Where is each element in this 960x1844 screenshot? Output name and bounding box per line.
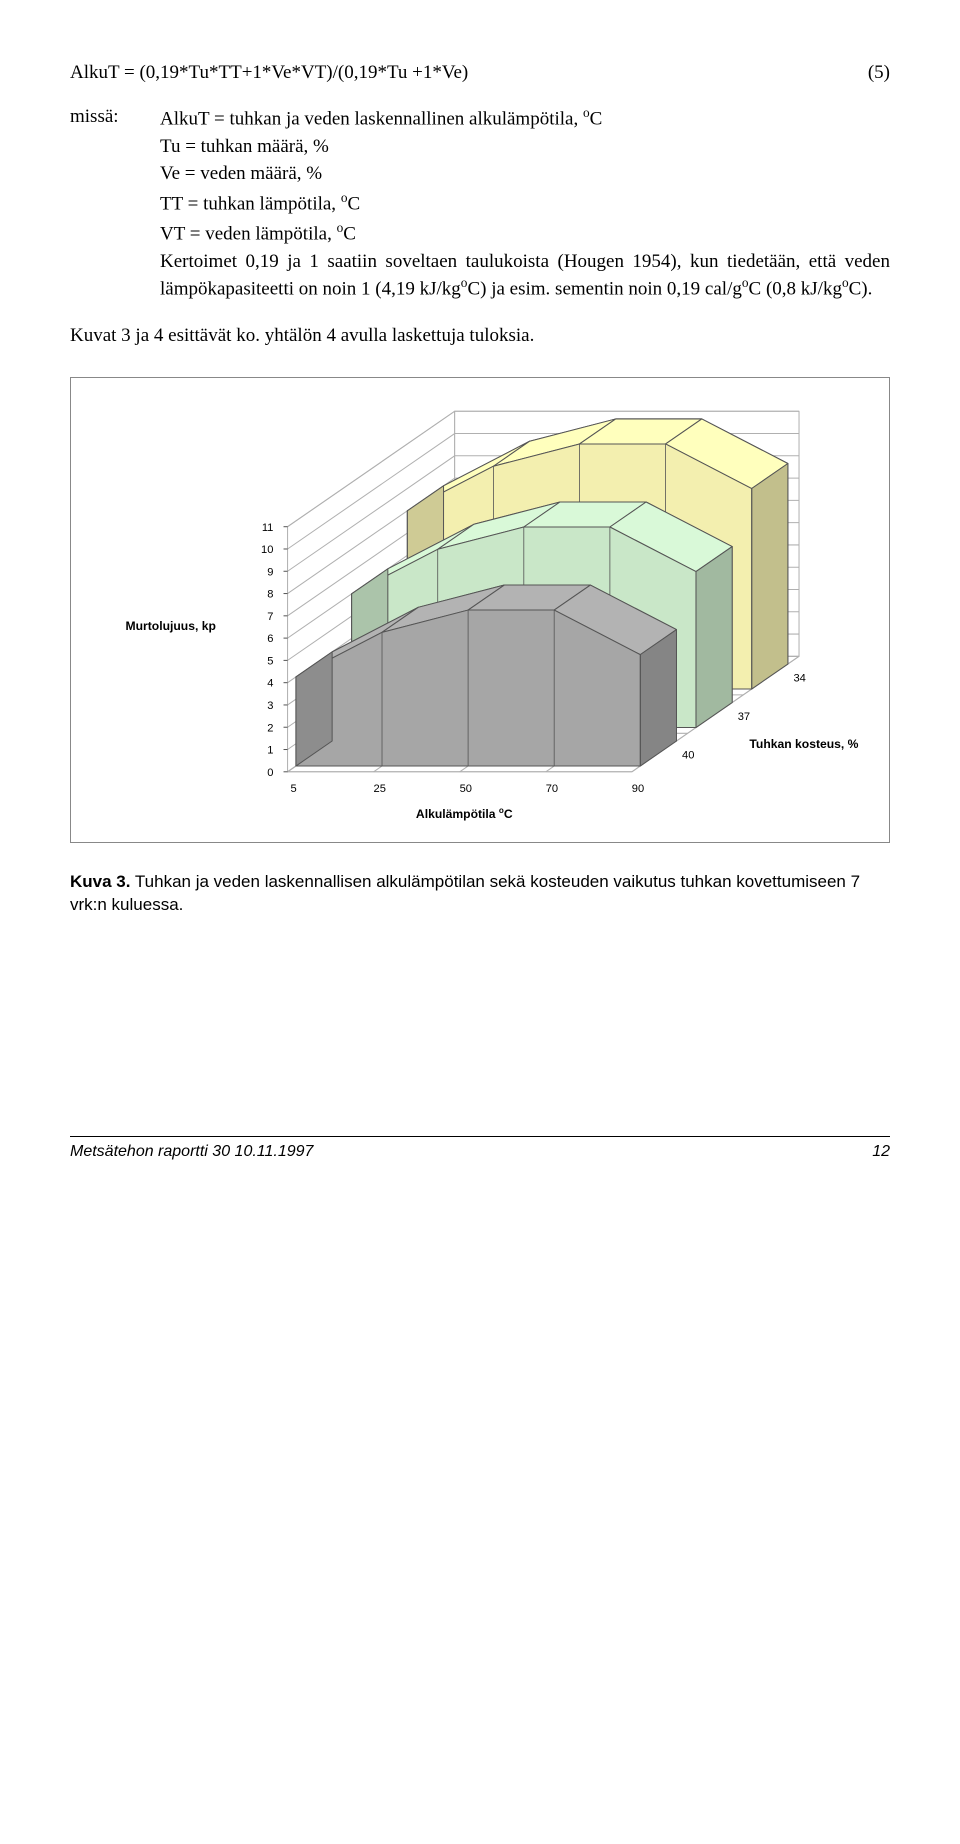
figure-caption: Kuva 3. Tuhkan ja veden laskennallisen a… [70,871,890,917]
definition-block: missä: AlkuT = tuhkan ja veden laskennal… [70,104,890,305]
chart-3d-area: 01234567891011525507090Alkulämpötila oC3… [70,377,890,843]
definition-body: AlkuT = tuhkan ja veden laskennallinen a… [160,104,890,305]
def-line-2: Tu = tuhkan määrä, % [160,134,890,160]
svg-text:5: 5 [291,783,297,795]
svg-text:4: 4 [267,678,273,690]
svg-text:Alkulämpötila oC: Alkulämpötila oC [416,806,513,821]
def-line-3: Ve = veden määrä, % [160,161,890,187]
def-tail-c: C (0,8 kJ/kg [749,279,842,300]
degree-superscript: o [742,275,749,290]
degree-superscript: o [583,105,590,120]
svg-text:10: 10 [261,544,273,556]
def-tail-b: C) ja esim. sementin noin 0,19 cal/g [467,279,741,300]
def-line-4: TT = tuhkan lämpötila, [160,193,341,214]
footer-page-number: 12 [872,1141,890,1163]
def-line-5-unit: C [343,223,356,244]
svg-text:Murtolujuus, kp: Murtolujuus, kp [126,619,216,633]
equation-line: AlkuT = (0,19*Tu*TT+1*Ve*VT)/(0,19*Tu +1… [70,60,890,86]
svg-text:70: 70 [546,783,558,795]
svg-text:3: 3 [267,700,273,712]
svg-text:5: 5 [267,656,273,668]
svg-text:6: 6 [267,633,273,645]
footer-left: Metsätehon raportti 30 10.11.1997 [70,1141,313,1163]
svg-text:Tuhkan kosteus, %: Tuhkan kosteus, % [749,737,858,751]
svg-text:7: 7 [267,611,273,623]
equation: AlkuT = (0,19*Tu*TT+1*Ve*VT)/(0,19*Tu +1… [70,60,468,86]
page-footer: Metsätehon raportti 30 10.11.1997 12 [70,1136,890,1163]
def-line-5: VT = veden lämpötila, [160,223,337,244]
svg-text:2: 2 [267,722,273,734]
chart-svg: 01234567891011525507090Alkulämpötila oC3… [85,392,875,828]
def-line-1-unit: C [590,108,603,129]
svg-text:0: 0 [267,767,273,779]
svg-text:1: 1 [267,745,273,757]
svg-text:9: 9 [267,566,273,578]
def-tail-d: C). [849,279,873,300]
equation-number: (5) [868,60,890,86]
svg-text:8: 8 [267,589,273,601]
definition-label: missä: [70,104,160,305]
svg-text:11: 11 [262,522,274,534]
figure-caption-text: Tuhkan ja veden laskennallisen alkulämpö… [70,872,860,914]
svg-text:40: 40 [682,750,694,762]
svg-text:34: 34 [793,673,805,685]
degree-superscript: o [842,275,849,290]
svg-text:50: 50 [460,783,472,795]
figure-caption-num: Kuva 3. [70,872,130,891]
svg-text:90: 90 [632,783,644,795]
svg-text:25: 25 [374,783,386,795]
def-line-4-unit: C [347,193,360,214]
def-line-1: AlkuT = tuhkan ja veden laskennallinen a… [160,108,583,129]
paragraph-figures-note: Kuvat 3 ja 4 esittävät ko. yhtälön 4 avu… [70,323,890,349]
svg-text:37: 37 [738,711,750,723]
